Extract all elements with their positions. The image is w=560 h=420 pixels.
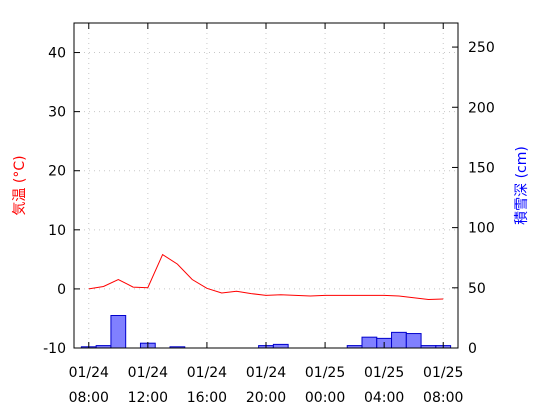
snow-depth-bar — [361, 336, 378, 349]
y-right-tick-label: 150 — [468, 160, 495, 176]
temperature-series — [88, 253, 444, 301]
x-tick-time: 08:00 — [69, 390, 109, 406]
y-axis-left-label: 気温 (°C) — [12, 155, 28, 215]
x-tick-date: 01/25 — [423, 365, 463, 381]
temperature-line — [88, 253, 444, 301]
snow-depth-bar — [272, 343, 289, 349]
y-right-tick-label: 50 — [468, 281, 486, 297]
x-tick-time: 00:00 — [305, 390, 345, 406]
x-tick-date: 01/25 — [364, 365, 404, 381]
x-tick-date: 01/24 — [246, 365, 286, 381]
y-right-tick-label: 250 — [468, 40, 495, 56]
x-tick-date: 01/24 — [69, 365, 109, 381]
x-tick-date: 01/24 — [128, 365, 168, 381]
y-left-tick-label: -10 — [43, 341, 66, 357]
x-tick-time: 16:00 — [187, 390, 227, 406]
y-left-tick-label: 0 — [57, 282, 66, 298]
y-left-tick-label: 40 — [48, 46, 66, 62]
x-tick-time: 12:00 — [128, 390, 168, 406]
axis-ticks: -10 0 10 20 30 40 0 50 100 150 200 250 01/24 08:00 01/… — [43, 23, 495, 406]
y-left-tick-label: 30 — [48, 105, 66, 121]
snow-depth-bar — [391, 331, 407, 349]
y-axis-right-label: 積雪深 (cm) — [514, 146, 530, 225]
x-tick-time: 08:00 — [423, 390, 463, 406]
x-tick-time: 20:00 — [246, 390, 286, 406]
y-right-tick-label: 100 — [468, 221, 495, 237]
snow-depth-bar — [405, 333, 422, 349]
x-tick-date: 01/25 — [305, 365, 345, 381]
snow-depth-bar — [110, 315, 127, 349]
y-right-tick-label: 0 — [468, 341, 477, 357]
plot-frame — [73, 22, 459, 349]
grid-lines — [74, 23, 458, 348]
y-right-tick-label: 200 — [468, 100, 495, 116]
y-left-tick-label: 10 — [48, 223, 66, 239]
x-tick-date: 01/24 — [187, 365, 227, 381]
y-left-tick-label: 20 — [48, 164, 66, 180]
x-tick-time: 04:00 — [364, 390, 404, 406]
